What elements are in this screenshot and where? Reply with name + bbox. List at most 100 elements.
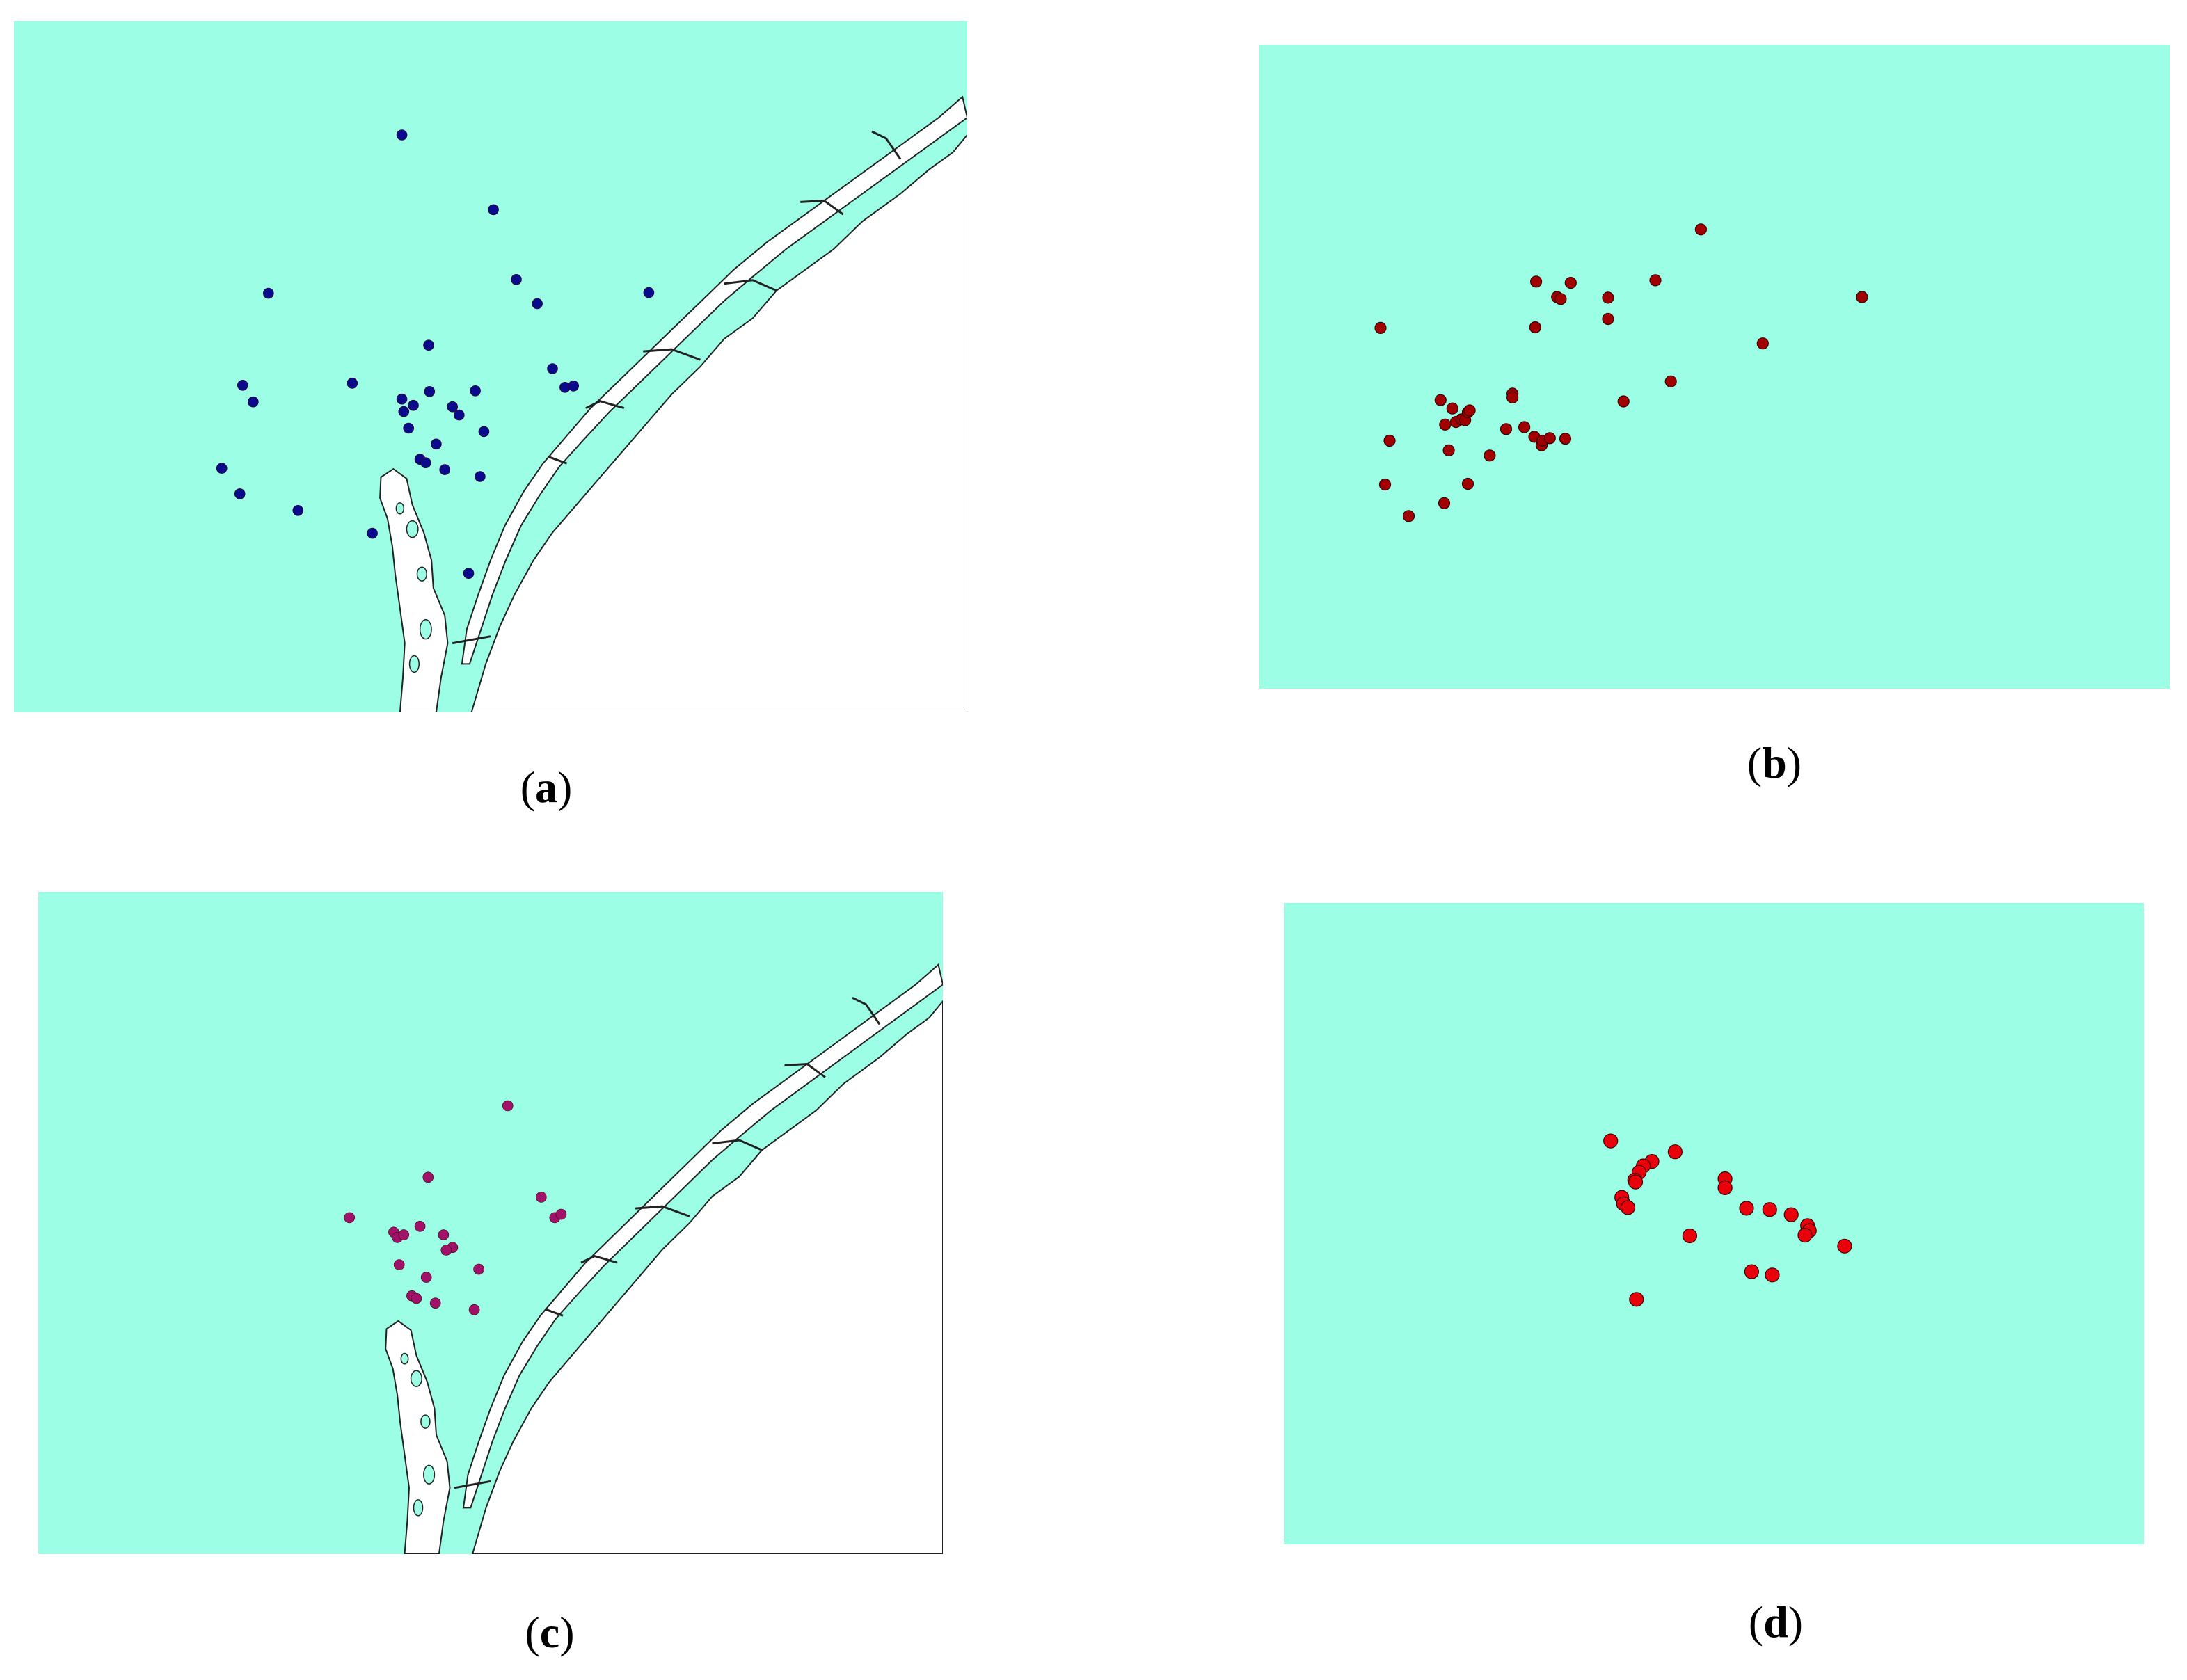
data-point-d-19 <box>1797 1228 1813 1243</box>
data-point-a-1 <box>488 204 499 216</box>
data-point-c-7 <box>438 1229 450 1240</box>
data-point-b-0 <box>1529 321 1541 334</box>
data-point-b-1 <box>1530 275 1543 288</box>
data-point-a-24 <box>547 363 558 374</box>
data-point-a-23 <box>475 471 486 482</box>
data-point-a-29 <box>292 504 304 516</box>
data-points-c <box>344 1100 567 1315</box>
data-point-a-21 <box>439 464 451 475</box>
data-point-a-22 <box>478 426 490 438</box>
data-points-a <box>216 129 655 579</box>
map-svg-a <box>14 21 967 712</box>
data-point-b-29 <box>1506 391 1519 403</box>
data-point-a-3 <box>532 298 543 310</box>
caption-b: (b) <box>1747 737 1802 789</box>
coastline-a <box>379 95 967 712</box>
water-background-b <box>1259 45 2170 689</box>
caption-c-text: (c) <box>525 1608 575 1657</box>
data-point-a-15 <box>453 409 465 421</box>
data-point-b-12 <box>1383 434 1396 447</box>
data-point-a-9 <box>248 396 259 408</box>
inlet-c-2 <box>784 1062 826 1078</box>
data-point-a-30 <box>367 527 378 539</box>
data-point-b-7 <box>1649 274 1662 287</box>
inlet-a-5 <box>547 455 568 465</box>
data-point-b-19 <box>1442 444 1455 457</box>
data-point-d-22 <box>1765 1267 1780 1283</box>
data-point-b-37 <box>1664 375 1677 387</box>
map-panel-c <box>38 892 943 1554</box>
map-svg-d <box>1284 903 2144 1544</box>
data-point-a-28 <box>234 488 246 499</box>
data-point-b-9 <box>1756 337 1769 350</box>
island-c-3 <box>413 1499 424 1517</box>
data-point-b-6 <box>1602 312 1614 326</box>
data-point-a-16 <box>470 385 481 397</box>
data-point-b-3 <box>1554 293 1567 305</box>
map-panel-d <box>1284 903 2144 1544</box>
data-point-d-16 <box>1783 1207 1799 1222</box>
land-c <box>471 1000 943 1554</box>
data-point-c-5 <box>398 1229 410 1240</box>
data-point-b-17 <box>1446 402 1458 415</box>
data-point-a-6 <box>423 339 434 351</box>
map-panel-a <box>14 21 967 712</box>
caption-a: (a) <box>520 762 573 813</box>
data-point-a-12 <box>408 399 419 411</box>
data-point-c-6 <box>414 1220 426 1232</box>
data-point-a-8 <box>237 379 248 391</box>
data-point-d-6 <box>1628 1174 1644 1190</box>
island-c-0 <box>410 1370 422 1387</box>
data-point-d-21 <box>1744 1264 1760 1279</box>
data-point-a-14 <box>447 401 459 413</box>
caption-a-text: (a) <box>520 762 573 812</box>
caption-c: (c) <box>525 1607 574 1658</box>
inlet-c-0 <box>635 1205 690 1217</box>
data-point-d-14 <box>1739 1201 1754 1216</box>
data-point-d-11 <box>1682 1228 1698 1244</box>
spit-c <box>385 1320 451 1554</box>
data-point-a-5 <box>262 287 274 299</box>
data-point-b-26 <box>1484 449 1496 462</box>
data-point-a-18 <box>431 438 442 450</box>
caption-d-text: (d) <box>1748 1597 1804 1647</box>
data-point-c-2 <box>344 1212 356 1224</box>
data-point-c-0 <box>502 1100 514 1112</box>
data-point-c-19 <box>555 1208 567 1220</box>
inlet-c-5 <box>544 1308 564 1317</box>
data-point-b-10 <box>1856 291 1868 303</box>
data-point-a-27 <box>216 463 228 474</box>
data-point-b-4 <box>1564 277 1577 289</box>
data-point-c-14 <box>411 1293 422 1304</box>
inlet-a-1 <box>724 279 777 292</box>
data-point-a-2 <box>511 273 522 285</box>
data-point-a-31 <box>463 568 475 579</box>
inlet-a-6 <box>452 635 491 645</box>
island-a-3 <box>408 655 420 673</box>
inlet-a-0 <box>643 348 701 361</box>
island-c-4 <box>400 1352 409 1365</box>
data-point-a-7 <box>347 378 358 389</box>
barrier-island-a <box>461 95 967 665</box>
data-point-b-18 <box>1438 497 1451 509</box>
island-a-0 <box>406 520 419 538</box>
data-points-d <box>1603 1133 1852 1307</box>
data-point-b-16 <box>1439 418 1452 431</box>
data-point-c-17 <box>535 1192 547 1203</box>
data-point-d-10 <box>1629 1292 1644 1307</box>
inlet-c-1 <box>712 1139 763 1151</box>
data-point-d-15 <box>1762 1202 1777 1217</box>
data-point-c-9 <box>440 1245 452 1256</box>
data-point-b-27 <box>1500 423 1513 435</box>
inlet-c-6 <box>454 1480 491 1489</box>
map-panel-b <box>1259 45 2170 689</box>
data-point-d-9 <box>1620 1200 1635 1215</box>
data-point-a-10 <box>396 393 408 405</box>
data-point-b-8 <box>1694 223 1708 236</box>
data-point-b-15 <box>1434 394 1447 406</box>
data-point-b-35 <box>1559 433 1572 445</box>
data-point-a-11 <box>398 406 410 417</box>
water-background-d <box>1284 903 2144 1544</box>
data-point-b-11 <box>1374 321 1387 334</box>
map-svg-b <box>1259 45 2170 689</box>
